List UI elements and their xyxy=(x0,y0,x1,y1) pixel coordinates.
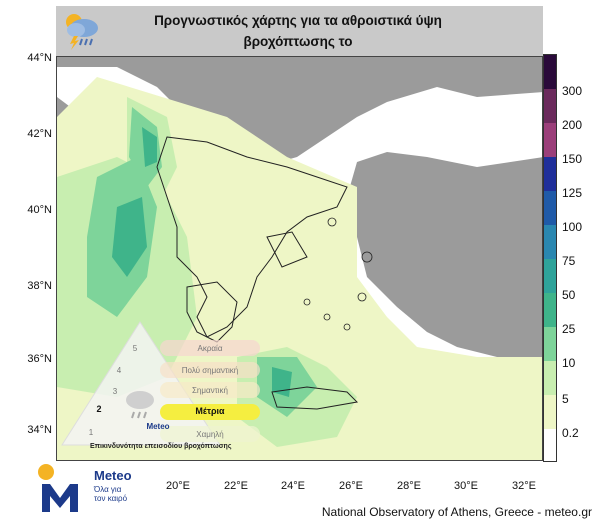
colorbar-segment xyxy=(544,395,556,429)
colorbar-label: 10 xyxy=(562,356,576,370)
colorbar-label: 75 xyxy=(562,254,576,268)
pyramid-caption: Επικινδυνότητα επεισοδίου βροχόπτωσης xyxy=(90,443,232,450)
severity-label: Σημαντική xyxy=(191,386,228,395)
footer-credit: National Observatory of Athens, Greece -… xyxy=(321,505,592,519)
severity-label: Πολύ σημαντική xyxy=(181,366,239,375)
lat-label: 38°N xyxy=(27,280,52,292)
colorbar-segment xyxy=(544,361,556,395)
colorbar-label: 0.2 xyxy=(562,426,579,440)
severity-active-label: Μέτρια xyxy=(195,406,225,416)
colorbar-segment xyxy=(544,429,556,461)
meteo-logo xyxy=(38,464,78,512)
colorbar-segment xyxy=(544,225,556,259)
colorbar-segment xyxy=(544,327,556,361)
colorbar-segment xyxy=(544,157,556,191)
severity-level: 5 xyxy=(132,344,138,353)
title-line-1: Προγνωστικός χάρτης για τα αθροιστικά ύψ… xyxy=(154,13,442,49)
rain-cloud-lightning-icon xyxy=(66,14,98,50)
logo-word: Meteo xyxy=(94,468,132,483)
colorbar-segment xyxy=(544,191,556,225)
lat-label: 36°N xyxy=(27,353,52,365)
logo-tagline: τον καιρό xyxy=(94,494,128,503)
severity-level: 1 xyxy=(88,428,94,437)
pyramid-badge: Meteo xyxy=(146,422,170,431)
colorbar-label: 25 xyxy=(562,322,576,336)
lat-label: 42°N xyxy=(27,128,52,140)
colorbar-label: 300 xyxy=(562,84,583,98)
colorbar-segment xyxy=(544,123,556,157)
lon-label: 32°E xyxy=(512,480,536,492)
colorbar-segment xyxy=(544,293,556,327)
colorbar xyxy=(543,54,557,462)
lon-label: 28°E xyxy=(397,480,421,492)
colorbar-segment xyxy=(544,55,556,89)
lon-label: 22°E xyxy=(224,480,248,492)
severity-level: 4 xyxy=(116,366,122,375)
colorbar-segment xyxy=(544,89,556,123)
colorbar-label: 150 xyxy=(562,152,583,166)
colorbar-label: 5 xyxy=(562,392,569,406)
severity-label: Ακραία xyxy=(197,344,223,353)
colorbar-segment xyxy=(544,259,556,293)
colorbar-label: 200 xyxy=(562,118,583,132)
lon-label: 20°E xyxy=(166,480,190,492)
lat-label: 44°N xyxy=(27,52,52,64)
colorbar-label: 50 xyxy=(562,288,576,302)
lon-label: 30°E xyxy=(454,480,478,492)
severity-pyramid xyxy=(61,321,260,446)
severity-level: 3 xyxy=(112,387,118,396)
lon-label: 26°E xyxy=(339,480,363,492)
title-bar xyxy=(56,6,543,56)
logo-tagline: Όλα για xyxy=(94,485,122,494)
lat-label: 40°N xyxy=(27,204,52,216)
severity-active-level: 2 xyxy=(96,404,102,414)
severity-label: Χαμηλή xyxy=(196,430,224,439)
lat-label: 34°N xyxy=(27,424,52,436)
lon-label: 24°E xyxy=(281,480,305,492)
colorbar-label: 125 xyxy=(562,186,583,200)
colorbar-label: 100 xyxy=(562,220,583,234)
